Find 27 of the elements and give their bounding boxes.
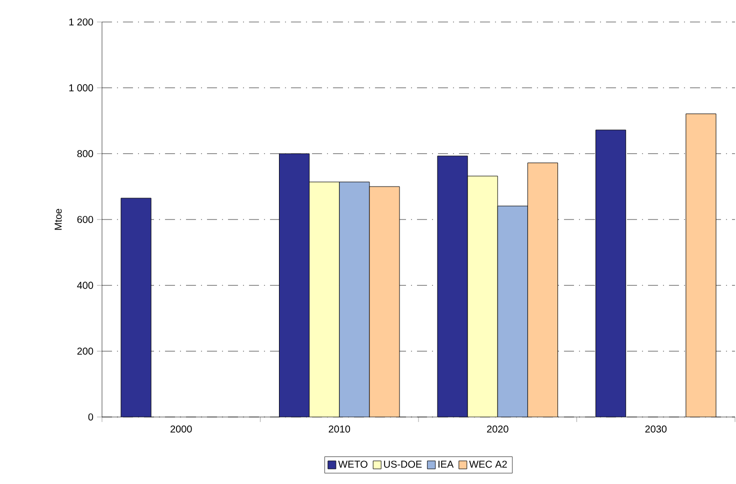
bar xyxy=(309,182,340,417)
y-tick-label: 600 xyxy=(77,216,94,224)
legend-label: WETO xyxy=(338,460,368,468)
y-tick-label: 1 000 xyxy=(69,84,94,92)
bar xyxy=(279,154,310,417)
bar xyxy=(467,176,498,417)
bar xyxy=(339,182,370,417)
legend-label: US-DOE xyxy=(384,460,422,468)
y-tick-label: 0 xyxy=(88,413,94,421)
x-tick-label: 2010 xyxy=(328,426,350,433)
y-axis-title: Mtoe xyxy=(54,208,62,230)
bar xyxy=(528,162,558,417)
legend-label: WEC A2 xyxy=(469,460,507,468)
x-tick-label: 2000 xyxy=(170,426,192,433)
bar xyxy=(369,186,400,417)
bar xyxy=(120,198,152,417)
x-tick-label: 2020 xyxy=(487,426,508,433)
bar xyxy=(686,114,716,417)
bar xyxy=(437,156,468,417)
y-tick-label: 200 xyxy=(77,348,94,355)
bar xyxy=(595,130,626,417)
legend-label: IEA xyxy=(438,460,454,468)
y-tick-label: 400 xyxy=(77,282,94,289)
y-tick-label: 800 xyxy=(77,150,94,158)
y-tick-label: 1 200 xyxy=(69,18,94,26)
bar xyxy=(497,206,528,417)
x-tick-label: 2030 xyxy=(645,426,667,433)
